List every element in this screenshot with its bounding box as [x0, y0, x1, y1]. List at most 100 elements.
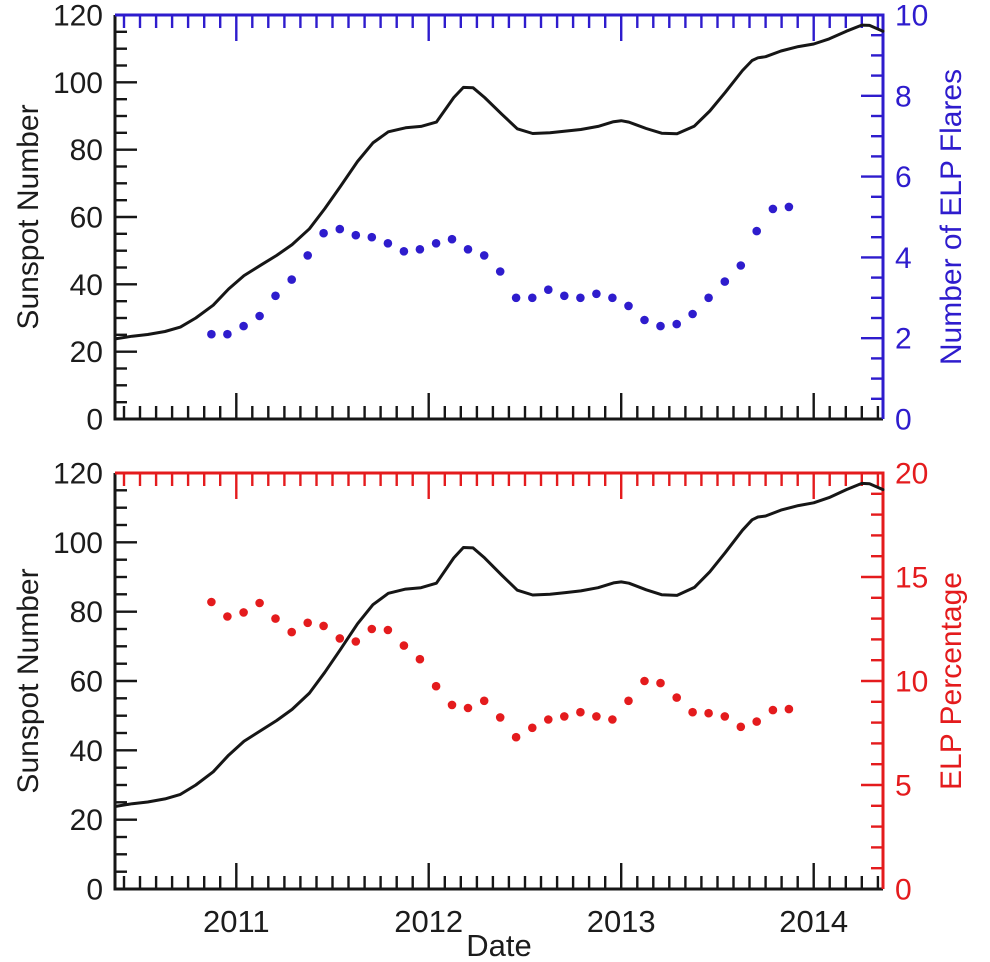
y-right-tick-label: 8 [895, 80, 912, 113]
y-right-tick-label: 2 [895, 323, 912, 356]
elp-flare-dot [447, 234, 457, 244]
axis-frame-accent [115, 13, 885, 419]
y-left-tick-label: 20 [70, 336, 103, 369]
elp-flare-dot [223, 329, 232, 339]
y-left-tick-label: 60 [70, 666, 103, 699]
y-left-tick-label: 80 [70, 134, 103, 167]
elp-percentage-dot [431, 681, 441, 691]
elp-flare-dot [383, 239, 393, 248]
x-tick-label: 2013 [587, 904, 656, 939]
elp-percentage-dot [784, 704, 794, 714]
elp-percentage-dot [223, 612, 232, 621]
elp-percentage-dot [495, 713, 505, 722]
elp-percentage-dot [672, 693, 681, 702]
elp-flare-dot [335, 224, 345, 234]
elp-percentage-dot [544, 715, 553, 724]
elp-percentage-dot [576, 707, 585, 717]
elp-percentage-dot [383, 625, 393, 635]
elp-flare-dot [784, 202, 794, 212]
axis-frame-black [113, 473, 883, 891]
elp-flare-dot [672, 319, 681, 329]
elp-percentage-dot [207, 597, 216, 607]
elp-percentage-dot [736, 722, 746, 732]
elp-percentage-dot [560, 712, 569, 721]
elp-percentage-dot [271, 614, 280, 623]
elp-flare-dot [752, 226, 761, 236]
elp-percentage-dot [351, 637, 361, 646]
elp-flare-dot [768, 204, 778, 214]
elp-percentage-dot [752, 717, 761, 726]
y-right-tick-label: 5 [895, 770, 912, 803]
elp-percentage-dot [239, 608, 248, 617]
sunspot-number-line [113, 481, 885, 808]
elp-flare-dot [544, 285, 553, 295]
y-left-axis-title: Sunspot Number [12, 104, 45, 329]
elp-flare-dot [271, 291, 280, 301]
elp-flare-dot [528, 293, 537, 303]
elp-percentage-dot [720, 712, 730, 721]
y-left-tick-label: 0 [86, 404, 103, 437]
elp-flare-dot [207, 329, 216, 339]
x-tick-label: 2014 [779, 904, 848, 939]
elp-percentage-dot [688, 707, 697, 717]
elp-percentage-dot [511, 732, 521, 742]
elp-flare-dot [319, 228, 328, 238]
elp-percentage-dot [367, 624, 377, 634]
elp-flare-dot [560, 291, 569, 301]
elp-percentage-dot [640, 676, 649, 686]
elp-percentage-dot [592, 712, 601, 721]
y-left-tick-label: 0 [86, 874, 103, 907]
elp-flare-dot [463, 245, 473, 254]
elp-flare-dot [511, 293, 521, 303]
elp-percentage-dot [528, 723, 537, 733]
y-right-tick-label: 4 [895, 242, 912, 275]
axis-frame-black [113, 15, 883, 421]
y-left-axis-title: Sunspot Number [12, 568, 45, 793]
y-left-tick-label: 20 [70, 804, 103, 837]
elp-flare-dot [495, 267, 505, 276]
y-left-tick-label: 40 [70, 269, 103, 302]
y-left-tick-label: 60 [70, 202, 103, 235]
elp-flare-dot [720, 277, 730, 286]
elp-flare-dot [479, 251, 489, 260]
elp-percentage-dot [287, 627, 297, 637]
elp-flare-dot [656, 321, 665, 331]
elp-flare-dot [576, 293, 585, 303]
y-left-tick-label: 40 [70, 735, 103, 768]
y-right-tick-label: 20 [895, 458, 928, 491]
elp-flare-dot [239, 321, 248, 331]
elp-percentage-dot [768, 705, 778, 715]
elp-percentage-dot [479, 696, 489, 706]
elp-flare-dot [303, 251, 313, 260]
elp-flare-dot [415, 245, 425, 254]
elp-percentage-dot [399, 641, 409, 650]
elp-percentage-dot [704, 708, 713, 718]
y-right-axis-title: Number of ELP Flares [935, 69, 968, 365]
elp-flare-dot [688, 309, 697, 319]
elp-flare-dot [608, 293, 617, 303]
elp-flare-dot [624, 301, 633, 311]
y-right-tick-label: 10 [895, 0, 928, 33]
elp-flare-dot [592, 289, 601, 299]
elp-percentage-dot [656, 678, 665, 688]
elp-flare-dot [367, 232, 377, 242]
y-right-axis-title: ELP Percentage [935, 572, 968, 790]
elp-percentage-dot [255, 598, 264, 608]
panel-bottom: 2011 2012 2013 2014 0 20 40 60 80 100 120 0 5 10 15 20 S… [12, 458, 968, 962]
elp-flare-dot [431, 239, 441, 248]
sunspot-number-line [113, 23, 885, 341]
panel-top: 0 20 40 60 80 100 120 0 2 4 6 8 10 Sunspot Number Numb… [12, 0, 968, 437]
elp-percentage-dot [319, 621, 328, 631]
y-left-tick-label: 100 [53, 67, 103, 100]
x-tick-label: 2011 [203, 904, 270, 939]
y-left-tick-label: 120 [53, 0, 103, 33]
y-right-tick-label: 15 [895, 562, 928, 595]
y-right-tick-label: 6 [895, 161, 912, 194]
y-left-tick-label: 120 [53, 458, 103, 491]
elp-flare-dot [704, 293, 713, 303]
elp-flare-dot [255, 311, 264, 321]
elp-percentage-dot [624, 696, 633, 706]
y-right-tick-label: 10 [895, 666, 928, 699]
